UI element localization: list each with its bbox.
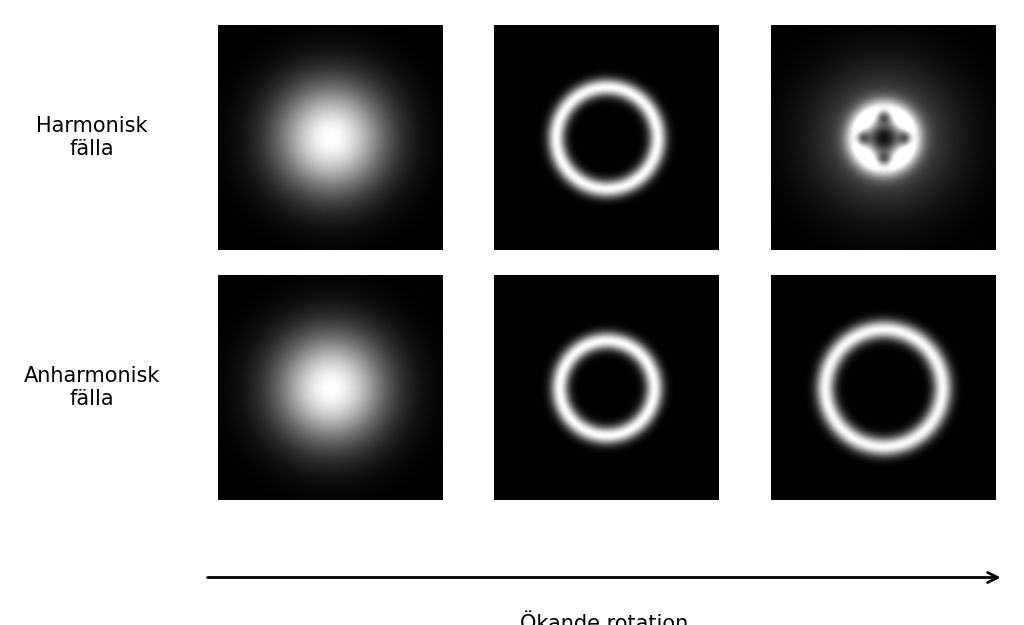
Text: Anharmonisk
fälla: Anharmonisk fälla: [24, 366, 161, 409]
Text: Harmonisk
fälla: Harmonisk fälla: [37, 116, 147, 159]
Text: Ökande rotation: Ökande rotation: [520, 614, 688, 625]
